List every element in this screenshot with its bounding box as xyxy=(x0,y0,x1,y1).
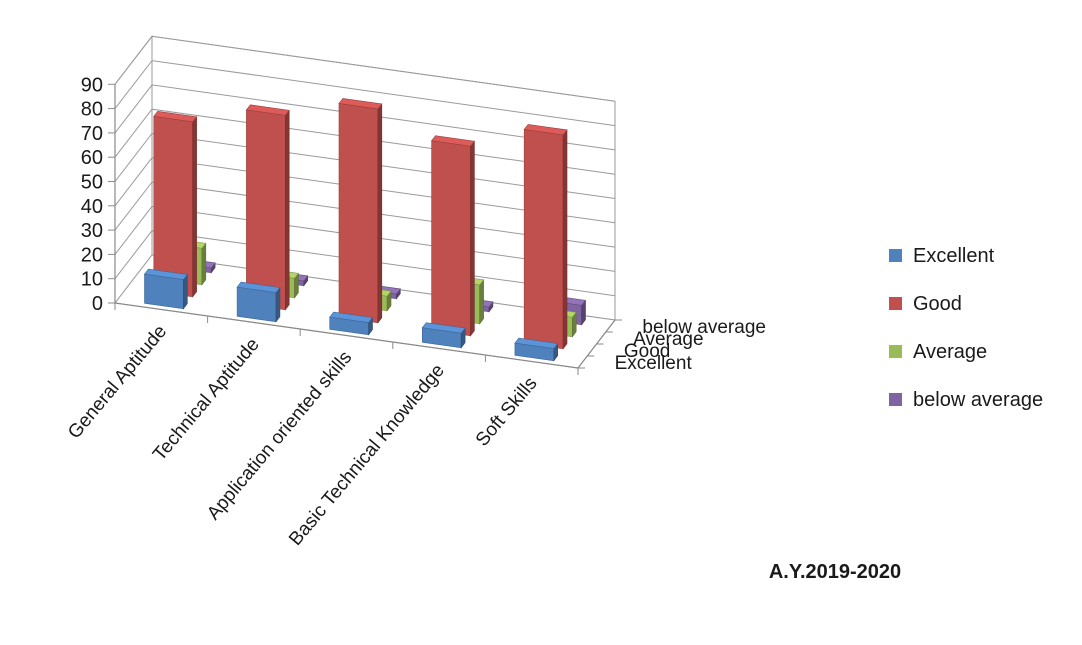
bar-good xyxy=(338,98,383,324)
legend-swatch xyxy=(889,297,902,310)
depth-label: below average xyxy=(642,317,766,338)
bar-top xyxy=(514,337,559,349)
bar-side xyxy=(479,278,484,325)
bar-front xyxy=(246,109,286,311)
bar-top xyxy=(431,135,475,147)
legend-swatch xyxy=(889,249,902,262)
gridline xyxy=(114,60,616,127)
legend-swatch xyxy=(889,345,902,358)
axes xyxy=(108,83,622,375)
bar-side xyxy=(284,109,290,311)
depth-label: Excellent xyxy=(615,353,693,374)
legend-swatch xyxy=(889,393,902,406)
y-tick-label: 80 xyxy=(81,99,103,121)
x-tick-label: Technical Aptitude xyxy=(149,334,264,465)
depth-label: Good xyxy=(624,341,670,362)
x-tick-label: Soft Skills xyxy=(472,373,542,450)
legend-label: Excellent xyxy=(913,245,995,267)
bar-good xyxy=(153,110,198,298)
bar-side xyxy=(562,129,568,350)
y-tick-label: 50 xyxy=(81,172,103,194)
chart-caption: A.Y.2019-2020 xyxy=(769,561,901,583)
bar-excellent xyxy=(421,322,466,349)
bar-top xyxy=(153,110,198,123)
bar-excellent xyxy=(329,311,374,336)
bar-top xyxy=(143,268,188,280)
bar-top xyxy=(329,311,374,323)
x-tick-label: General Aptitude xyxy=(64,321,171,443)
x-axis-line xyxy=(114,302,579,369)
depth-label: Average xyxy=(633,329,703,350)
y-tick-label: 0 xyxy=(92,293,103,315)
bar-side xyxy=(275,286,281,323)
bar-top xyxy=(245,104,290,116)
bar-side xyxy=(470,140,475,337)
bar-good xyxy=(245,104,290,311)
bars xyxy=(143,98,587,362)
y-tick-label: 90 xyxy=(81,74,103,96)
bar-front xyxy=(338,103,379,324)
y-tick-label: 20 xyxy=(81,244,103,266)
bar-top xyxy=(236,281,281,293)
bar-good xyxy=(431,135,475,337)
legend-label: below average xyxy=(913,389,1043,411)
bar-side xyxy=(377,103,383,324)
legend-label: Good xyxy=(913,293,962,315)
bar-side xyxy=(192,115,197,298)
y-tick-label: 60 xyxy=(81,147,103,169)
bar-side xyxy=(201,242,207,286)
y-tick-label: 30 xyxy=(81,220,103,242)
bar-front xyxy=(236,286,277,323)
gridline xyxy=(114,35,616,102)
legend: Excellent Good Average below average xyxy=(889,245,1043,411)
gridline xyxy=(114,84,616,151)
legend-label: Average xyxy=(913,341,987,363)
bar-front xyxy=(431,140,471,337)
bar-good xyxy=(523,124,568,350)
bar-excellent xyxy=(143,268,188,310)
bar-excellent xyxy=(514,337,559,362)
bar-top xyxy=(421,322,466,334)
bar-top xyxy=(338,98,383,110)
y-tick-label: 40 xyxy=(81,196,103,218)
bar-front xyxy=(523,129,564,350)
bar-front xyxy=(153,115,193,298)
bar-side xyxy=(183,273,188,310)
bar-front xyxy=(144,273,184,310)
bar-excellent xyxy=(236,281,281,323)
y-tick-label: 10 xyxy=(81,269,103,291)
bar-top xyxy=(523,124,568,136)
y-tick-label: 70 xyxy=(81,123,103,145)
